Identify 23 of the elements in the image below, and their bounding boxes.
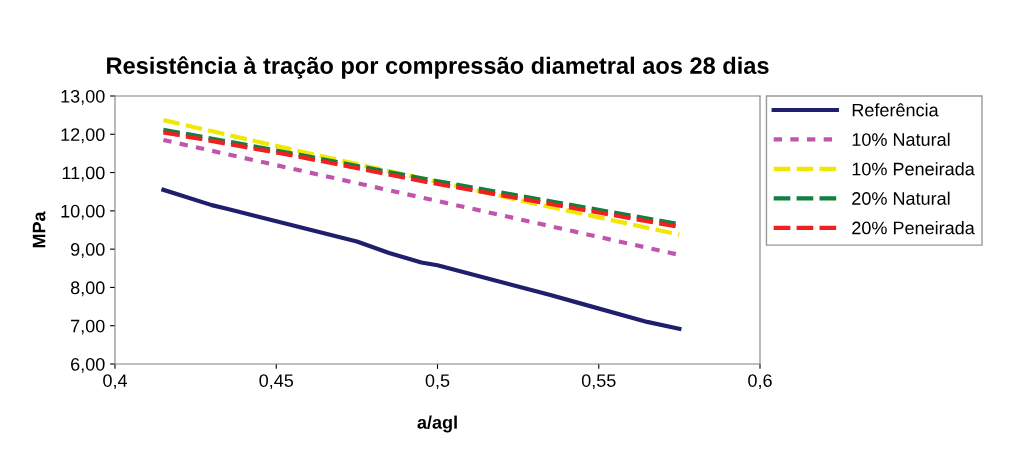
legend-label: 10% Natural	[852, 132, 950, 146]
x-tick-label: 0,6	[748, 374, 772, 390]
legend-label: 20% Peneirada	[852, 221, 975, 235]
y-tick-label: 9,00	[70, 243, 105, 258]
y-tick-label: 6,00	[71, 357, 105, 373]
x-axis-title: a/agl	[417, 415, 457, 433]
x-tick-label: 0,45	[259, 374, 294, 390]
legend-label: 10% Peneirada	[852, 162, 975, 176]
legend-label: 20% Natural	[852, 191, 950, 205]
y-tick-label: 12,00	[61, 128, 105, 144]
x-tick-label: 0,5	[425, 374, 450, 390]
chart-title: Resistência à tração por compressão diametral aos 28 dias	[107, 56, 769, 79]
legend-label: Referência	[852, 103, 939, 117]
line-series	[161, 118, 682, 237]
y-tick-label: 8,00	[70, 281, 105, 297]
line-series	[161, 187, 682, 331]
y-tick-label: 13,00	[61, 89, 105, 105]
y-tick-label: 10,00	[61, 204, 105, 220]
x-tick-label: 0,4	[103, 374, 128, 390]
x-tick-label: 0,55	[581, 374, 616, 390]
y-axis-title: MPa	[32, 211, 46, 248]
y-tick-label: 7,00	[71, 319, 105, 335]
y-tick-label: 11,00	[62, 166, 105, 182]
